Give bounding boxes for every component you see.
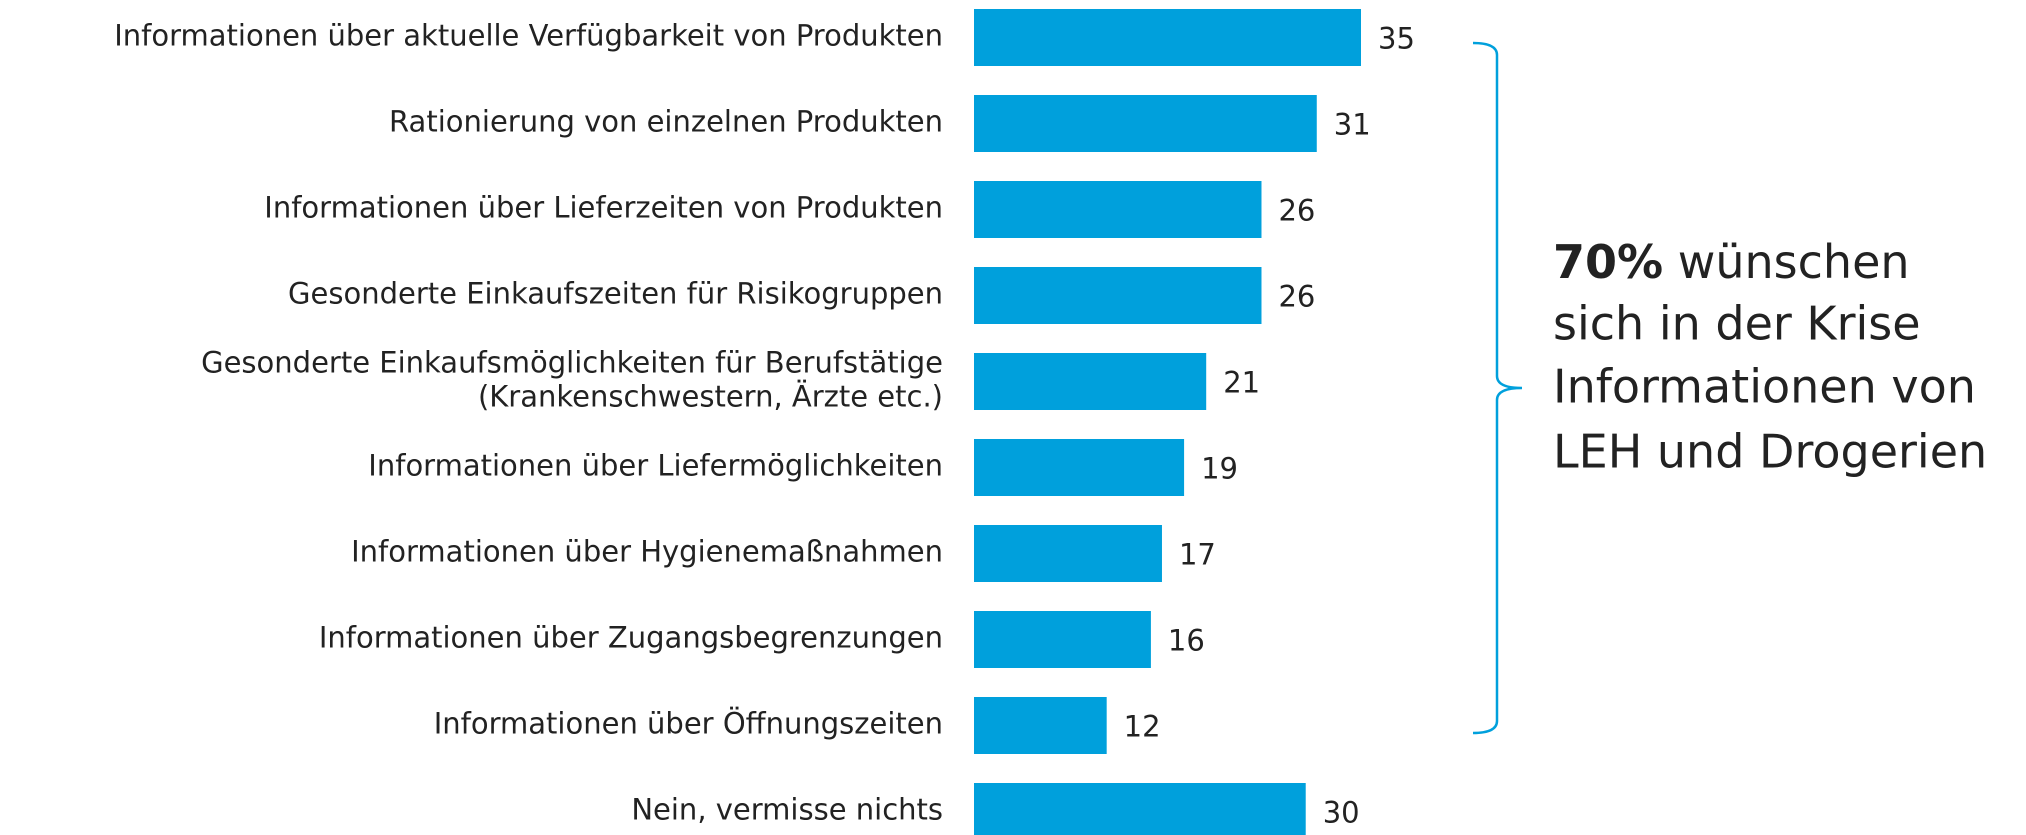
- category-label: Informationen über Öffnungszeiten: [434, 707, 943, 741]
- category-label: Gesonderte Einkaufszeiten für Risikogrup…: [288, 277, 943, 311]
- bracket: [1472, 41, 1523, 735]
- value-label: 12: [1124, 710, 1161, 744]
- category-label: Informationen über Zugangsbegrenzungen: [319, 621, 943, 655]
- category-label: Nein, vermisse nichts: [631, 793, 943, 827]
- annotation-line: sich in der Krise: [1553, 297, 1921, 351]
- bar: [974, 95, 1317, 152]
- value-label: 21: [1223, 366, 1260, 400]
- value-label: 16: [1168, 624, 1205, 658]
- value-label: 19: [1201, 452, 1238, 486]
- value-label: 17: [1179, 538, 1216, 572]
- value-label: 26: [1278, 194, 1315, 228]
- bar: [974, 181, 1262, 238]
- value-label: 30: [1323, 796, 1360, 830]
- category-label: Rationierung von einzelnen Produkten: [389, 105, 943, 139]
- annotation-line: wünschen: [1678, 235, 1910, 289]
- bar: [974, 439, 1185, 496]
- annotation-bold: 70%: [1553, 235, 1663, 289]
- annotation-line: Informationen von: [1553, 360, 1976, 414]
- category-label: Informationen über Lieferzeiten von Prod…: [264, 191, 943, 225]
- category-label: Informationen über aktuelle Verfügbarkei…: [114, 19, 943, 53]
- bar: [974, 9, 1361, 66]
- bar: [974, 353, 1207, 410]
- category-label: Informationen über Hygienemaßnahmen: [351, 535, 943, 569]
- value-label: 35: [1378, 22, 1415, 56]
- bar: [974, 697, 1107, 754]
- bar: [974, 525, 1162, 582]
- bar: [974, 267, 1262, 324]
- value-label: 31: [1334, 108, 1371, 142]
- annotation-line: LEH und Drogerien: [1553, 425, 1987, 479]
- category-label: Informationen über Liefermöglichkeiten: [368, 449, 943, 483]
- bar: [974, 783, 1306, 835]
- bar: [974, 611, 1151, 668]
- category-label: (Krankenschwestern, Ärzte etc.): [478, 380, 943, 414]
- category-label: Gesonderte Einkaufsmöglichkeiten für Ber…: [201, 346, 943, 380]
- annotation: 70% wünschen: [1553, 235, 1910, 289]
- value-label: 26: [1278, 280, 1315, 314]
